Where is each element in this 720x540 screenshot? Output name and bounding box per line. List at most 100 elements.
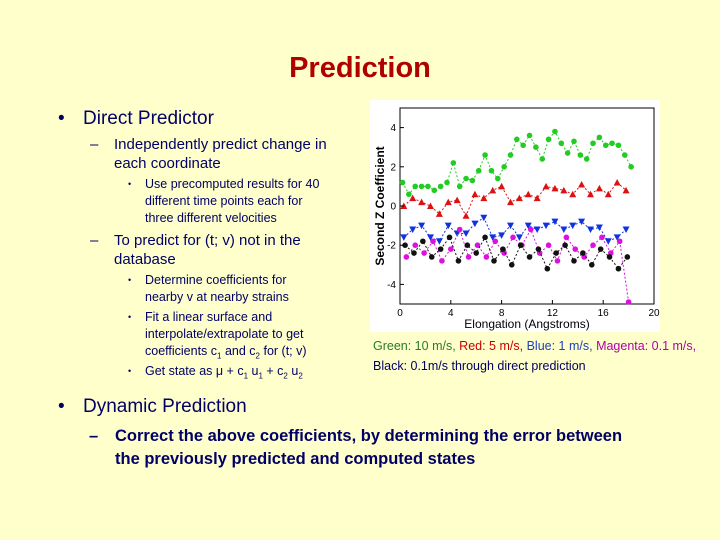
data-point-green	[628, 164, 634, 170]
data-point-black	[420, 238, 426, 245]
data-point-green	[558, 140, 565, 147]
text-run: Get state as μ + c	[145, 364, 244, 378]
dash-mark: –	[90, 136, 99, 153]
x-tick-label: 12	[547, 308, 559, 319]
data-point-blue	[506, 222, 514, 230]
data-point-blue	[409, 226, 417, 234]
data-point-magenta	[492, 238, 499, 245]
y-tick-label: 0	[390, 202, 396, 213]
bullet-text-line: To predict for (t; v) not in the	[114, 232, 301, 249]
data-point-blue	[435, 238, 443, 245]
data-point-green	[463, 175, 469, 182]
bullet-text-line: Correct the above coefficients, by deter…	[115, 427, 623, 445]
bullet-mark: •	[128, 366, 132, 376]
data-point-red	[409, 194, 417, 202]
data-point-black	[402, 242, 408, 248]
data-point-green	[609, 140, 615, 147]
subscript: 1	[258, 371, 263, 381]
data-point-black	[455, 258, 462, 264]
data-point-red	[435, 210, 443, 217]
bullet-text-line: different time points each for	[145, 194, 303, 208]
caption-red: Red: 5 m/s,	[459, 339, 524, 353]
data-point-red	[578, 180, 586, 188]
caption-blue: Blue: 1 m/s,	[526, 339, 593, 353]
data-point-green	[431, 187, 438, 194]
data-point-magenta	[528, 226, 534, 233]
data-point-black	[508, 262, 515, 268]
x-axis-label: Elongation (Angstroms)	[464, 317, 589, 331]
data-point-red	[453, 196, 461, 204]
data-point-blue	[622, 226, 630, 234]
data-point-magenta	[474, 242, 481, 248]
data-point-magenta	[483, 254, 490, 260]
x-tick-label: 20	[648, 308, 660, 319]
data-point-blue	[542, 222, 550, 230]
data-point-black	[473, 250, 479, 256]
data-point-black	[544, 265, 551, 272]
data-point-blue	[569, 222, 577, 230]
data-point-red	[622, 186, 630, 194]
data-point-black	[428, 254, 435, 260]
x-tick-label: 4	[448, 308, 454, 319]
data-point-black	[624, 254, 631, 260]
data-point-green	[545, 136, 552, 143]
data-point-green	[488, 167, 495, 174]
data-point-blue	[418, 222, 426, 230]
data-point-magenta	[590, 242, 596, 248]
data-point-magenta	[563, 234, 570, 241]
data-point-blue	[515, 234, 523, 241]
data-point-green	[475, 167, 482, 174]
data-point-blue	[444, 222, 452, 230]
data-point-green	[621, 152, 628, 158]
dash-mark: –	[90, 232, 99, 249]
data-point-black	[553, 250, 560, 256]
data-point-green	[450, 160, 457, 166]
data-point-red	[613, 178, 621, 186]
x-tick-label: 16	[598, 308, 610, 319]
chart-background	[370, 100, 660, 332]
y-tick-label: 2	[390, 162, 396, 173]
text-run: u	[248, 364, 259, 378]
data-point-green	[571, 138, 577, 145]
data-point-green	[412, 183, 419, 190]
y-tick-label: -2	[387, 241, 396, 252]
x-tick-label: 0	[397, 308, 403, 319]
data-point-blue	[426, 234, 434, 241]
data-point-magenta	[439, 258, 445, 264]
data-point-green	[577, 152, 584, 158]
data-point-blue	[471, 220, 479, 228]
bullet-precomputed: • Use precomputed results for 40 differe…	[128, 176, 358, 227]
y-tick-label: -4	[387, 280, 396, 291]
data-point-black	[464, 242, 471, 248]
series-line-red	[403, 181, 627, 217]
data-point-blue	[551, 218, 559, 226]
data-point-black	[526, 254, 533, 260]
data-point-green	[552, 128, 558, 135]
data-point-green	[501, 164, 507, 170]
data-point-green	[507, 152, 514, 158]
bullet-text-line: the previously predicted and computed st…	[115, 450, 476, 468]
bullet-determine-coefficients: • Determine coefficients for nearby v at…	[128, 272, 358, 306]
data-point-blue	[578, 218, 586, 226]
data-point-green	[514, 136, 520, 143]
caption-magenta: Magenta: 0.1 m/s,	[596, 339, 697, 353]
bullet-mark: •	[58, 396, 65, 417]
data-point-red	[498, 182, 506, 190]
bullet-get-state: • Get state as μ + c1 u1 + c2 u2	[128, 363, 368, 385]
data-point-magenta	[430, 238, 436, 245]
bullet-text-line: Independently predict change in	[114, 136, 327, 153]
data-point-magenta	[403, 254, 410, 260]
bullet-to-predict: – To predict for (t; v) not in the datab…	[90, 231, 360, 269]
data-point-red	[551, 184, 559, 192]
caption-green: Green: 10 m/s,	[373, 339, 456, 353]
data-point-blue	[533, 226, 541, 234]
bullet-independently-predict: – Independently predict change in each c…	[90, 135, 360, 173]
data-point-blue	[524, 222, 532, 230]
data-point-black	[446, 234, 453, 241]
bullet-text-line: Fit a linear surface and	[145, 310, 273, 324]
data-point-black	[562, 242, 568, 248]
bullet-text-line: Determine coefficients for	[145, 273, 287, 287]
data-point-magenta	[510, 234, 516, 241]
data-point-red	[569, 190, 577, 198]
